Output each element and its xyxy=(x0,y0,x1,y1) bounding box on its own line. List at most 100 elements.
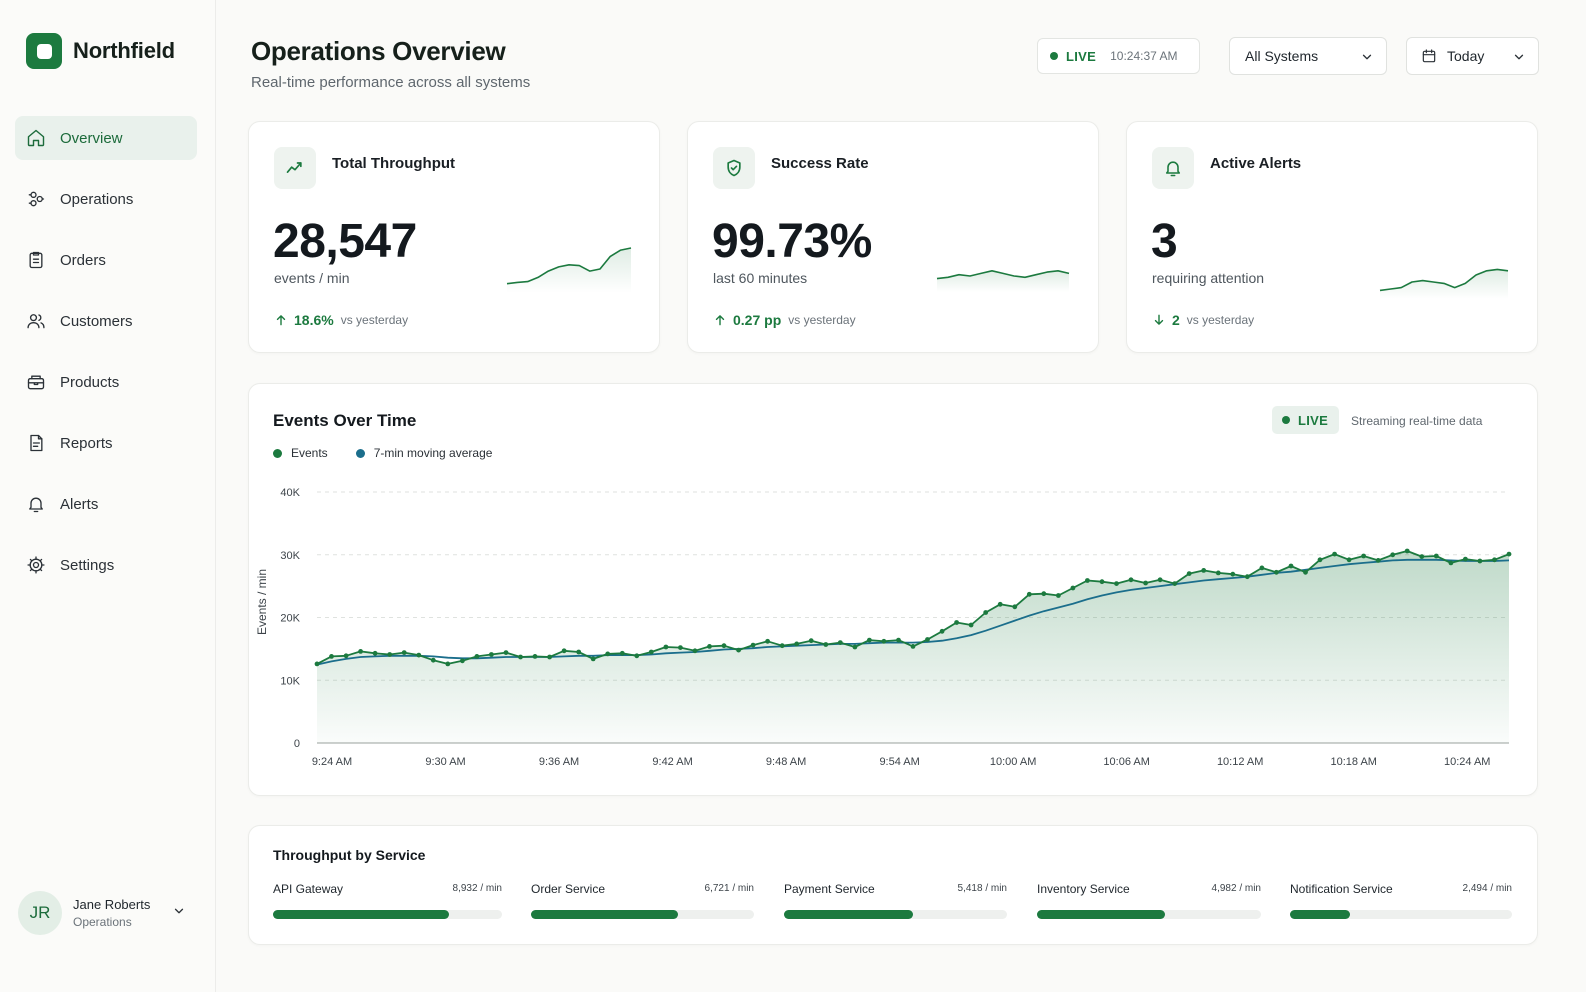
data-point[interactable] xyxy=(663,644,669,650)
data-point[interactable] xyxy=(823,642,829,647)
data-point[interactable] xyxy=(881,638,887,644)
data-point[interactable] xyxy=(707,644,712,649)
data-point[interactable] xyxy=(489,652,494,657)
data-point[interactable] xyxy=(561,648,567,654)
data-point[interactable] xyxy=(503,650,509,655)
data-point[interactable] xyxy=(983,610,989,615)
data-point[interactable] xyxy=(1332,551,1337,557)
kpi-card-active-alerts[interactable]: Active Alerts 3 requiring attention 2 vs… xyxy=(1126,121,1538,353)
data-point[interactable] xyxy=(387,652,393,657)
data-point[interactable] xyxy=(1361,553,1366,559)
sidebar-item-operations[interactable]: Operations xyxy=(15,177,197,221)
data-point[interactable] xyxy=(1157,577,1163,583)
data-point[interactable] xyxy=(648,649,654,655)
data-point[interactable] xyxy=(1303,569,1308,575)
chevron-down-icon[interactable] xyxy=(172,904,186,918)
data-point[interactable] xyxy=(1274,569,1279,575)
system-filter-select[interactable]: All Systems xyxy=(1229,37,1387,75)
data-point[interactable] xyxy=(1099,579,1105,585)
data-point[interactable] xyxy=(1070,585,1076,591)
data-point[interactable] xyxy=(678,645,683,650)
data-point[interactable] xyxy=(1390,552,1396,558)
data-point[interactable] xyxy=(692,648,698,654)
sidebar-item-customers[interactable]: Customers xyxy=(15,299,197,343)
data-point[interactable] xyxy=(794,641,800,647)
events-chart[interactable]: 0 10K 20K 30K 40K 9:24 AM 9:30 AM 9:36 AM 9:42 A… xyxy=(249,384,1539,797)
data-point[interactable] xyxy=(1085,578,1090,583)
data-point[interactable] xyxy=(430,657,436,663)
data-point[interactable] xyxy=(910,644,916,649)
data-point[interactable] xyxy=(1448,560,1454,566)
data-point[interactable] xyxy=(1201,568,1207,573)
data-point[interactable] xyxy=(1506,551,1512,557)
data-point[interactable] xyxy=(1012,604,1018,610)
data-point[interactable] xyxy=(518,654,523,660)
data-point[interactable] xyxy=(343,653,349,659)
sidebar-item-settings[interactable]: Settings xyxy=(15,543,197,587)
data-point[interactable] xyxy=(547,654,552,660)
data-point[interactable] xyxy=(590,656,596,662)
data-point[interactable] xyxy=(1143,580,1148,586)
data-point[interactable] xyxy=(1215,570,1221,576)
data-point[interactable] xyxy=(1288,563,1294,569)
data-point[interactable] xyxy=(968,622,974,628)
sidebar-item-alerts[interactable]: Alerts xyxy=(15,482,197,526)
sidebar-item-products[interactable]: Products xyxy=(15,360,197,404)
data-point[interactable] xyxy=(1404,548,1410,554)
data-point[interactable] xyxy=(372,650,378,656)
sidebar-item-orders[interactable]: Orders xyxy=(15,238,197,282)
data-point[interactable] xyxy=(445,661,451,667)
data-point[interactable] xyxy=(1419,554,1425,559)
data-point[interactable] xyxy=(779,643,785,649)
data-point[interactable] xyxy=(460,658,465,664)
brand[interactable]: Northfield xyxy=(26,33,175,69)
data-point[interactable] xyxy=(329,654,334,659)
data-point[interactable] xyxy=(619,650,625,656)
data-point[interactable] xyxy=(401,650,407,655)
data-point[interactable] xyxy=(358,649,363,654)
legend-item-moving-average[interactable]: 7-min moving average xyxy=(355,446,492,460)
data-point[interactable] xyxy=(1128,577,1134,583)
data-point[interactable] xyxy=(1492,557,1497,563)
data-point[interactable] xyxy=(532,654,538,659)
data-point[interactable] xyxy=(1186,571,1192,576)
data-point[interactable] xyxy=(605,651,611,657)
data-point[interactable] xyxy=(474,654,480,659)
data-point[interactable] xyxy=(750,642,756,648)
data-point[interactable] xyxy=(1172,581,1178,586)
data-point[interactable] xyxy=(808,638,814,644)
data-point[interactable] xyxy=(634,653,640,659)
data-point[interactable] xyxy=(837,640,843,645)
user-menu[interactable]: JR Jane Roberts Operations xyxy=(18,890,198,936)
data-point[interactable] xyxy=(1026,591,1032,597)
kpi-card-success-rate[interactable]: Success Rate 99.73% last 60 minutes 0.27… xyxy=(687,121,1099,353)
data-point[interactable] xyxy=(1346,557,1352,563)
data-point[interactable] xyxy=(1463,556,1468,562)
data-point[interactable] xyxy=(1317,557,1323,563)
data-point[interactable] xyxy=(314,661,320,667)
data-point[interactable] xyxy=(1477,558,1483,564)
data-point[interactable] xyxy=(954,620,959,625)
data-point[interactable] xyxy=(1114,581,1119,586)
data-point[interactable] xyxy=(1056,593,1061,598)
data-point[interactable] xyxy=(736,647,741,653)
data-point[interactable] xyxy=(997,601,1003,607)
date-filter-select[interactable]: Today xyxy=(1406,37,1539,75)
data-point[interactable] xyxy=(1244,574,1250,580)
data-point[interactable] xyxy=(1259,565,1265,571)
kpi-card-throughput[interactable]: Total Throughput 28,547 events / min 18.… xyxy=(248,121,660,353)
data-point[interactable] xyxy=(896,637,901,643)
data-point[interactable] xyxy=(416,652,422,658)
legend-item-events[interactable]: Events xyxy=(273,446,328,460)
data-point[interactable] xyxy=(576,649,582,655)
data-point[interactable] xyxy=(1230,571,1236,577)
data-point[interactable] xyxy=(925,637,930,642)
data-point[interactable] xyxy=(1041,591,1047,597)
data-point[interactable] xyxy=(765,638,770,644)
data-point[interactable] xyxy=(852,644,858,650)
sidebar-item-reports[interactable]: Reports xyxy=(15,421,197,465)
data-point[interactable] xyxy=(721,643,727,649)
sidebar-item-overview[interactable]: Overview xyxy=(15,116,197,160)
data-point[interactable] xyxy=(867,637,872,643)
data-point[interactable] xyxy=(939,628,945,634)
